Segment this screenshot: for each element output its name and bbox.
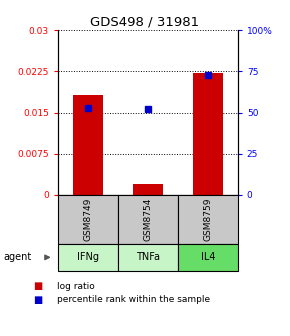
Bar [178, 195, 238, 244]
Text: GSM8749: GSM8749 [84, 198, 93, 241]
Text: GDS498 / 31981: GDS498 / 31981 [90, 15, 200, 28]
Text: agent: agent [3, 252, 31, 262]
Bar [58, 244, 118, 271]
Text: log ratio: log ratio [57, 282, 94, 291]
Text: IFNg: IFNg [77, 252, 99, 262]
Text: IL4: IL4 [201, 252, 215, 262]
Bar [133, 184, 163, 195]
Bar [118, 244, 178, 271]
Bar [178, 244, 238, 271]
Text: ■: ■ [33, 281, 42, 291]
Bar [118, 195, 178, 244]
Bar [73, 95, 103, 195]
Text: GSM8754: GSM8754 [143, 198, 153, 241]
Text: GSM8759: GSM8759 [203, 198, 212, 241]
Text: percentile rank within the sample: percentile rank within the sample [57, 295, 210, 304]
Bar [58, 195, 118, 244]
Text: ■: ■ [33, 295, 42, 305]
Bar [193, 73, 223, 195]
Text: TNFa: TNFa [136, 252, 160, 262]
